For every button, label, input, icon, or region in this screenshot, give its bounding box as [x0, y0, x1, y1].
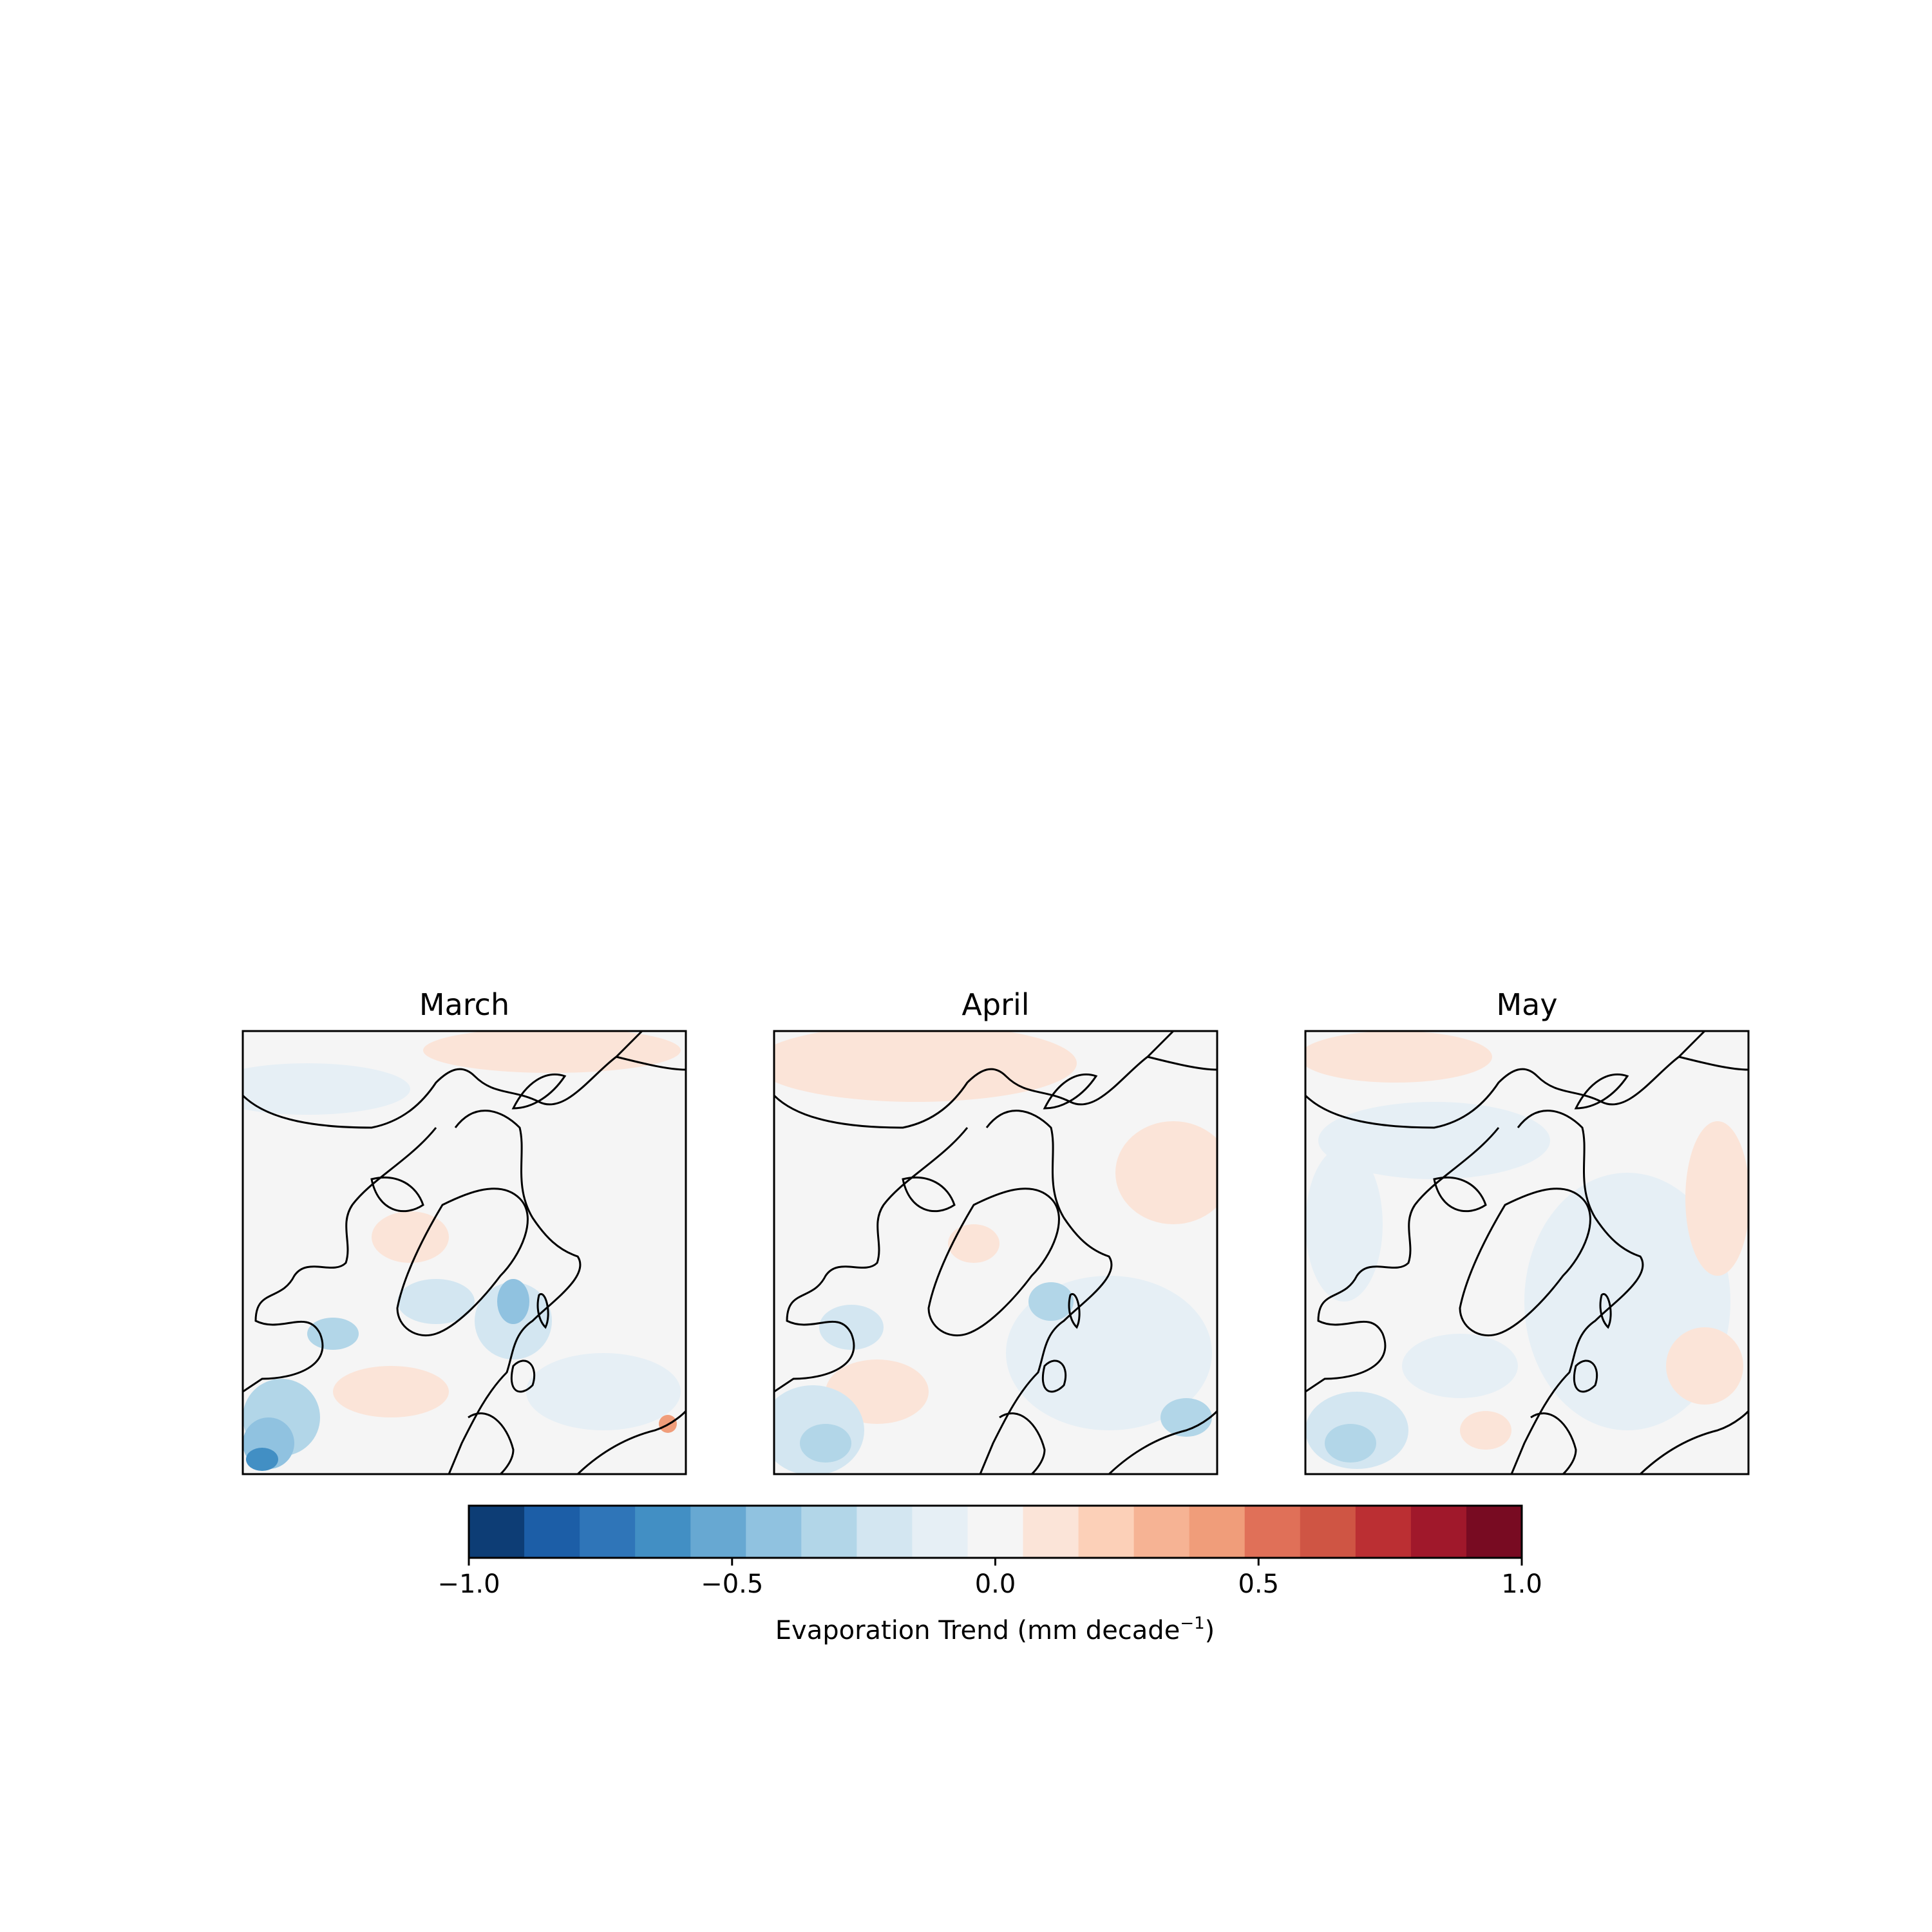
- axes-frame: [773, 1030, 1218, 1475]
- colorbar-bin: [1133, 1506, 1190, 1558]
- colorbar-bin: [1300, 1506, 1356, 1558]
- colorbar-tick-label: −1.0: [437, 1569, 500, 1599]
- colorbar-bin: [857, 1506, 913, 1558]
- colorbar-bin: [801, 1506, 857, 1558]
- coastlines: [774, 1031, 1217, 1474]
- panel-april: [773, 1030, 1218, 1475]
- colorbar-bin: [1244, 1506, 1301, 1558]
- coastlines: [1305, 1031, 1748, 1474]
- colorbar-bin: [1466, 1506, 1522, 1558]
- colorbar-bin: [635, 1506, 691, 1558]
- colorbar: −1.0 −0.5 0.0 0.5 1.0 Evaporation Trend (mm …: [437, 1504, 1542, 1645]
- colorbar-bin: [912, 1506, 969, 1558]
- colorbar-tick-label: 0.5: [1238, 1569, 1279, 1599]
- coastlines: [243, 1031, 686, 1474]
- map-march: [243, 1031, 686, 1474]
- colorbar-bin: [690, 1506, 746, 1558]
- colorbar-bin: [746, 1506, 802, 1558]
- colorbar-label-suffix: ): [1205, 1616, 1215, 1645]
- colorbar-label-superscript: −1: [1180, 1614, 1204, 1633]
- colorbar-label-text: Evaporation Trend (mm decade: [775, 1616, 1180, 1645]
- colorbar-bin: [580, 1506, 636, 1558]
- colorbar-bin: [1410, 1506, 1467, 1558]
- colorbar-ticks: −1.0 −0.5 0.0 0.5 1.0: [437, 1558, 1542, 1599]
- panel-title-april: April: [961, 987, 1029, 1022]
- colorbar-bin: [1023, 1506, 1079, 1558]
- panel-may: [1304, 1030, 1750, 1475]
- map-april: [774, 1031, 1217, 1474]
- trend-field: [774, 1031, 1217, 1474]
- colorbar-bins: [469, 1506, 1522, 1558]
- colorbar-bin: [1189, 1506, 1245, 1558]
- colorbar-bin: [524, 1506, 580, 1558]
- map-may: [1305, 1031, 1748, 1474]
- panel-march: [242, 1030, 687, 1475]
- colorbar-label: Evaporation Trend (mm decade−1): [775, 1614, 1215, 1645]
- colorbar-bin: [1355, 1506, 1412, 1558]
- colorbar-tick-label: −0.5: [701, 1569, 763, 1599]
- axes-frame: [1304, 1030, 1750, 1475]
- panel-title-may: May: [1496, 987, 1557, 1022]
- colorbar-tick-label: 1.0: [1501, 1569, 1542, 1599]
- colorbar-bin: [469, 1506, 525, 1558]
- colorbar-bin: [1078, 1506, 1135, 1558]
- colorbar-tick-label: 0.0: [975, 1569, 1016, 1599]
- trend-field: [243, 1031, 681, 1471]
- panel-title-march: March: [419, 987, 509, 1022]
- colorbar-bin: [967, 1506, 1024, 1558]
- axes-frame: [242, 1030, 687, 1475]
